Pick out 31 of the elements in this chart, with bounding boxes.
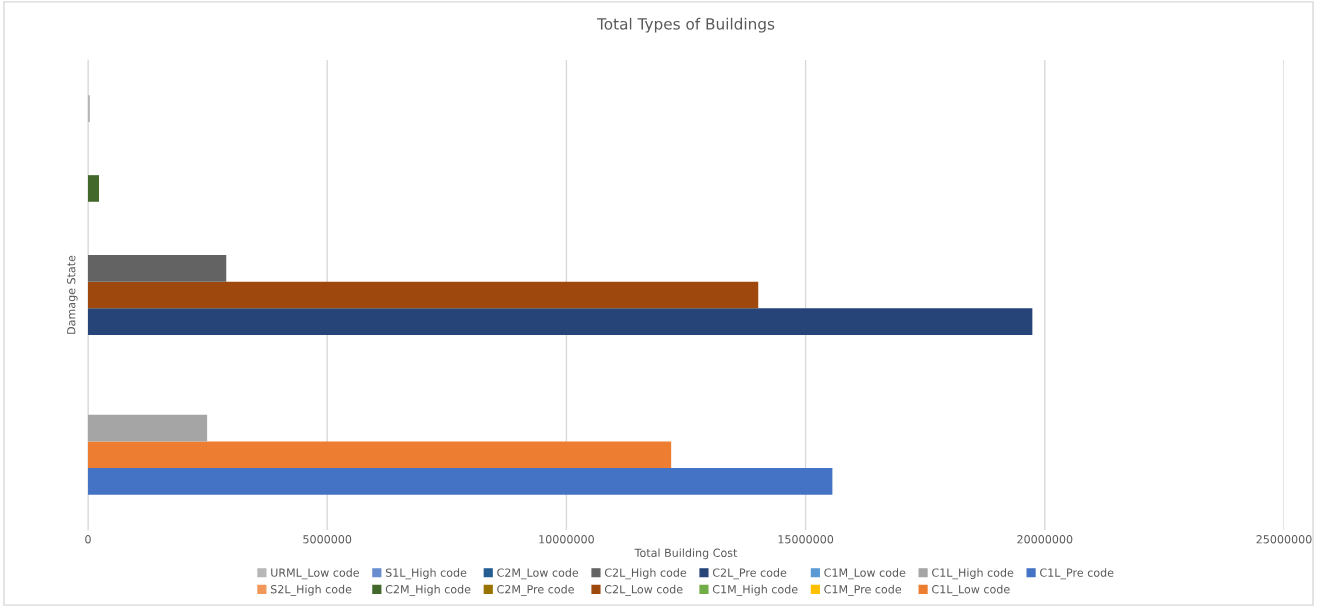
legend-label: C2L_High code (604, 568, 687, 580)
legend-label: C1M_High code (712, 584, 798, 596)
legend-label: C1L_Low code (932, 584, 1010, 596)
legend-label: S1L_High code (385, 568, 467, 580)
legend-label: C2M_Low code (497, 568, 579, 580)
legend-label: C2M_High code (385, 584, 471, 596)
y-axis-title: Damage State (67, 255, 78, 334)
x-axis-title: Total Building Cost (634, 548, 738, 560)
legend-label: C1L_Pre code (1040, 568, 1114, 580)
legend-label: C2L_Low code (604, 584, 683, 596)
bar (88, 281, 759, 309)
legend-label: C1M_Pre code (824, 584, 902, 596)
bar (88, 441, 672, 469)
x-tick-label: 0 (85, 535, 91, 544)
x-tick-label: 20000000 (1017, 535, 1073, 544)
legend-label: C2M_Pre code (497, 584, 574, 596)
x-tick-label: 5000000 (303, 535, 352, 544)
legend-label: C1L_High code (932, 568, 1014, 580)
x-tick-label: 10000000 (539, 535, 594, 544)
bar (88, 414, 208, 442)
x-tick-label: 25000000 (1256, 535, 1312, 544)
bar (88, 175, 99, 202)
bar (88, 255, 227, 282)
bar (88, 308, 1033, 335)
legend-label: URML_Low code (271, 568, 360, 580)
x-tick-label: 15000000 (778, 535, 834, 544)
chart-title: Total Types of Buildings (596, 17, 775, 33)
legend-label: C2L_Pre code (712, 568, 787, 580)
bar (88, 468, 833, 495)
legend-label: S2L_High code (270, 584, 352, 596)
legend-label: C1M_Low code (824, 568, 906, 580)
